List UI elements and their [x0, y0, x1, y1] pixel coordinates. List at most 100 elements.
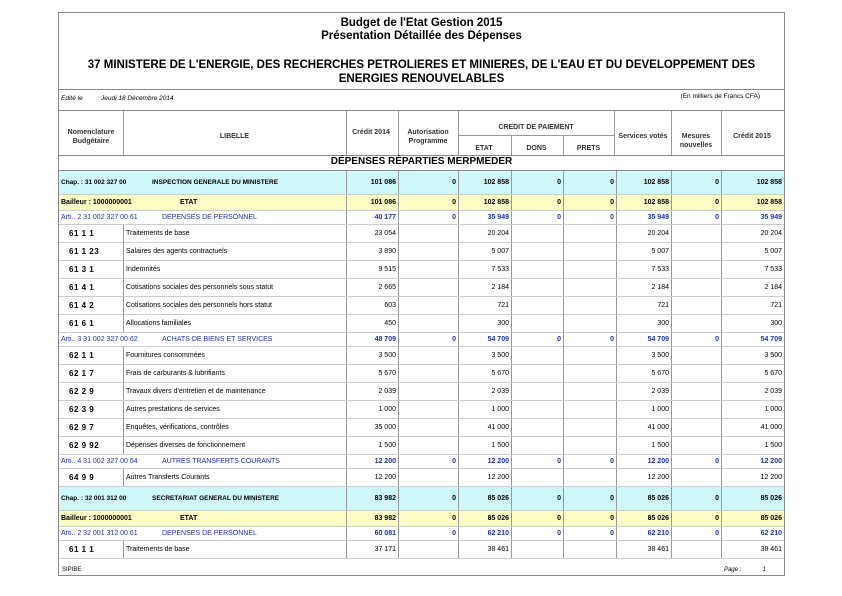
grid-line: [511, 401, 512, 418]
grid-line: [721, 225, 722, 242]
grid-line: [511, 511, 512, 526]
grid-line: [346, 261, 347, 278]
cell-dons: [511, 401, 563, 418]
cell-etat: 1 500: [491, 442, 509, 449]
grid-line: [616, 487, 617, 510]
cell-code: Arti.. 3 31 002 327 00 62: [61, 336, 138, 343]
grid-line: [671, 527, 672, 540]
grid-line: [563, 171, 564, 194]
cell-dons: [511, 315, 563, 332]
cell-sv: 35 949: [647, 214, 669, 221]
cell-etat: 62 210: [487, 530, 509, 537]
grid-line: [511, 469, 512, 486]
grid-line: [458, 243, 459, 260]
grid-line: [671, 487, 672, 510]
cell-dons: [511, 383, 563, 400]
cell-label: Allocations familiales: [126, 320, 191, 327]
cell-etat: 102 858: [483, 179, 509, 186]
table-row: 61 1 1 Traitements de base 37 171 38 461 38 …: [59, 541, 784, 559]
grid-line: [563, 279, 564, 296]
cell-c2015: 85 026: [760, 515, 782, 522]
cell-etat: 7 533: [491, 266, 509, 273]
bail-row: Bailleur : 1000000001 ETAT 101 086 0 102 858…: [59, 195, 784, 211]
grid-line: [563, 401, 564, 418]
grid-line: [398, 211, 399, 224]
grid-line: [511, 455, 512, 468]
grid-line: [346, 455, 347, 468]
grid-line: [458, 455, 459, 468]
cell-c2015: 3 500: [764, 352, 782, 359]
table-row: 64 9 9 Autres Transferts Courants 12 200 12…: [59, 469, 784, 487]
grid-line: [346, 297, 347, 314]
grid-line: [563, 333, 564, 346]
cell-ap: 0: [452, 458, 456, 465]
grid-line: [721, 469, 722, 486]
grid-line: [511, 297, 512, 314]
grid-line: [563, 243, 564, 260]
cell-label: ETAT: [180, 515, 198, 522]
grid-line: [671, 511, 672, 526]
budget-subtitle: Présentation Détaillée des Dépenses: [321, 30, 522, 42]
grid-line: [458, 541, 459, 558]
grid-line: [458, 383, 459, 400]
header-grid-line: [458, 111, 459, 155]
grid-line: [721, 541, 722, 558]
cell-ap: [398, 243, 458, 260]
cell-dons: 0: [557, 336, 561, 343]
grid-line: [671, 347, 672, 364]
cell-etat: 35 949: [487, 214, 509, 221]
cell-code: 62 1 1: [69, 351, 95, 360]
cell-mn: 0: [715, 336, 719, 343]
grid-line: [458, 261, 459, 278]
cell-label: AUTRES TRANSFERTS COURANTS: [162, 458, 280, 465]
cell-dons: [511, 419, 563, 436]
grid-line: [346, 511, 347, 526]
cell-prets: [563, 347, 616, 364]
grid-line: [721, 383, 722, 400]
grid-line: [721, 347, 722, 364]
cell-etat: 54 709: [487, 336, 509, 343]
grid-line: [346, 469, 347, 486]
cell-c2014: 12 200: [374, 458, 396, 465]
cell-ap: [398, 279, 458, 296]
cell-dons: [511, 541, 563, 558]
cell-code: Arti.. 4 31 002 327 00 64: [61, 458, 138, 465]
cell-dons: 0: [557, 458, 561, 465]
cell-code: 62 2 9: [69, 387, 95, 396]
header-grid-line: [563, 135, 564, 155]
cell-sv: 2 184: [651, 284, 669, 291]
cell-code: 62 9 7: [69, 423, 95, 432]
cell-etat: 85 026: [487, 515, 509, 522]
arti-row: Arti.. 3 31 002 327 00 62 ACHATS DE BIENS…: [59, 333, 784, 347]
cell-c2014: 83 982: [374, 495, 396, 502]
grid-line: [616, 279, 617, 296]
grid-line: [398, 279, 399, 296]
header-grid-line: [346, 111, 347, 155]
cell-ap: [398, 365, 458, 382]
table-row: 61 1 23 Salaires des agents contractuels 3…: [59, 243, 784, 261]
grid-line: [616, 419, 617, 436]
grid-line: [346, 315, 347, 332]
cell-label: DEPENSES DE PERSONNEL: [162, 214, 257, 221]
grid-line: [563, 487, 564, 510]
grid-line: [721, 315, 722, 332]
grid-line: [671, 541, 672, 558]
grid-line: [458, 333, 459, 346]
grid-line: [398, 455, 399, 468]
cell-ap: [398, 469, 458, 486]
cell-c2015: 102 858: [756, 179, 782, 186]
grid-line: [671, 419, 672, 436]
grid-line: [346, 365, 347, 382]
arti-row: Arti.. 2 31 002 327 00 61 DEPENSES DE PER…: [59, 211, 784, 225]
table-row: 62 9 92 Dépenses diverses de fonctionneme…: [59, 437, 784, 455]
grid-line: [398, 487, 399, 510]
cell-code: 61 4 2: [69, 301, 95, 310]
grid-line: [563, 297, 564, 314]
cell-c2015: 20 204: [760, 230, 782, 237]
cell-label: Fournitures consommées: [126, 352, 205, 359]
cell-mn: 0: [715, 530, 719, 537]
cell-code: 64 9 9: [69, 473, 95, 482]
grid-line: [616, 225, 617, 242]
grid-line: [671, 261, 672, 278]
bail-row: Bailleur : 1000000001 ETAT 83 982 0 85 026 0 0…: [59, 511, 784, 527]
